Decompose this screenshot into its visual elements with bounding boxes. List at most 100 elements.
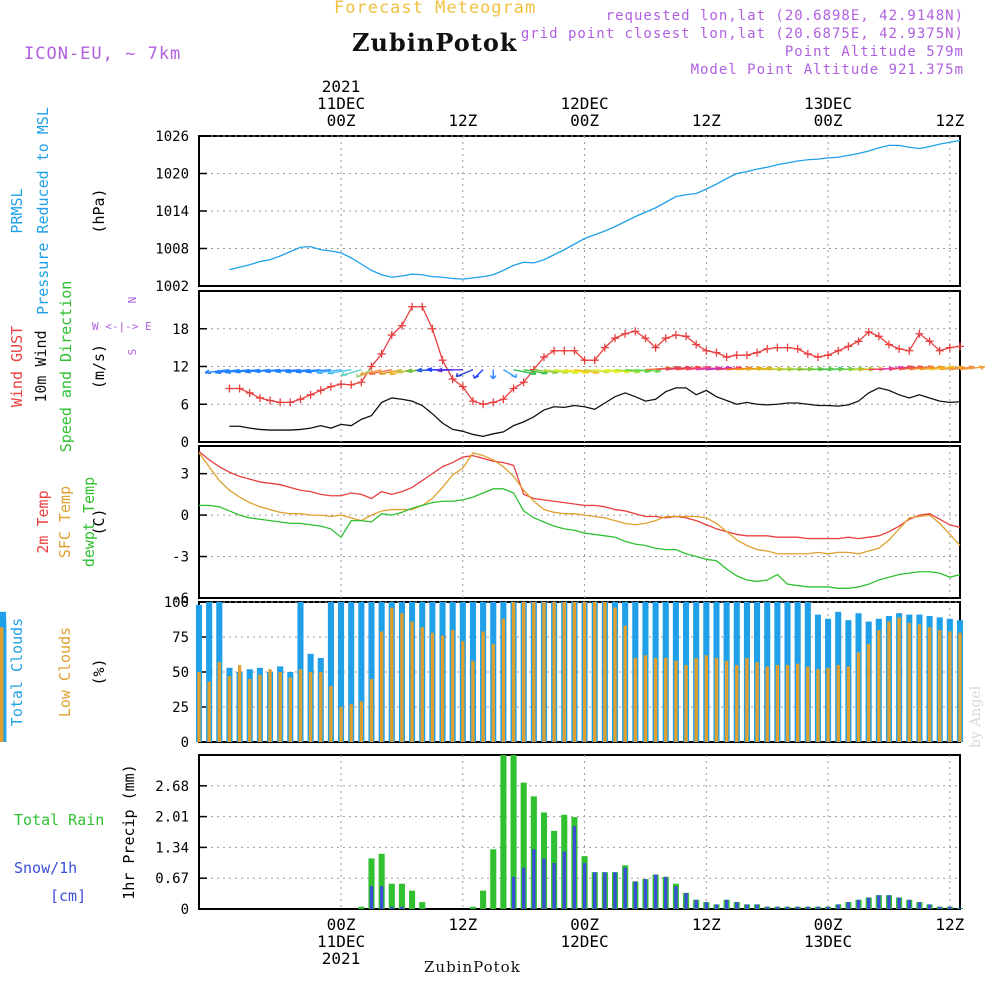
- wind-gust-marker: [235, 384, 244, 393]
- clouds-bar: [237, 665, 242, 742]
- precip-bar: [867, 897, 871, 909]
- clouds-bar: [359, 701, 364, 742]
- chart-subtitle: Forecast Meteogram: [334, 0, 537, 18]
- time-label-top: 13DEC: [804, 94, 852, 113]
- precip-bar: [643, 879, 648, 909]
- wind-gust-marker: [489, 398, 498, 407]
- precip-bar: [572, 826, 577, 909]
- precip-bar: [765, 906, 769, 909]
- wind-direction-arrow: [316, 368, 342, 374]
- precip-bar: [379, 886, 384, 909]
- clouds-bar: [785, 665, 790, 742]
- precip-bar: [877, 895, 881, 909]
- time-label-top: 11DEC: [317, 94, 365, 113]
- wind-gust-marker: [651, 343, 660, 352]
- time-label-bottom: 12Z: [448, 915, 477, 934]
- wind-gust-marker: [915, 329, 924, 338]
- precip-bar: [927, 904, 932, 909]
- precip-ytick-label: 0.67: [155, 871, 189, 887]
- precip-bar: [785, 906, 790, 909]
- pressure-ytick-label: 1026: [155, 129, 189, 145]
- clouds-bar: [461, 641, 465, 742]
- wind-gust-marker: [326, 382, 335, 391]
- wind-ytick-label: 12: [172, 360, 189, 376]
- wind-gust-marker: [590, 356, 599, 365]
- precip-bar: [674, 886, 678, 909]
- precip-bar: [704, 902, 709, 909]
- precip-bar: [897, 897, 901, 909]
- clouds-bar: [217, 662, 221, 742]
- precip-bar: [948, 906, 952, 909]
- precip-bar: [887, 895, 891, 909]
- precip-bar: [745, 904, 749, 909]
- time-label-bottom: 2021: [322, 949, 361, 968]
- wind-gust-marker: [956, 342, 964, 351]
- precip-bar: [653, 874, 658, 909]
- precip-bar: [755, 904, 759, 909]
- clouds-bar: [248, 679, 252, 742]
- precip-bar: [826, 906, 830, 909]
- precip-bar: [522, 867, 526, 909]
- precip-bar: [938, 906, 942, 909]
- time-label-top: 12Z: [935, 111, 964, 130]
- clouds-bar: [327, 602, 334, 742]
- clouds-bar: [613, 607, 617, 742]
- wind-gust-marker: [844, 342, 853, 351]
- clouds-title-line: Total Clouds: [8, 618, 26, 726]
- clouds-bar: [522, 602, 526, 742]
- precip-bar: [532, 849, 536, 909]
- wind-gust-marker: [438, 356, 447, 365]
- wind-gust-marker: [337, 380, 346, 389]
- temperature-title-line: SFC Temp: [56, 486, 74, 558]
- clouds-bar: [714, 658, 719, 742]
- clouds-bar: [319, 672, 323, 742]
- clouds-bar: [623, 625, 627, 742]
- wind-gust-marker: [286, 398, 295, 407]
- precip-bar: [603, 872, 607, 909]
- precip-ytick-label: 1.34: [155, 840, 189, 856]
- wind-title-line: Speed and Direction: [57, 281, 75, 453]
- precip-ytick-label: 0: [181, 902, 189, 918]
- clouds-ytick-label: 50: [172, 665, 189, 681]
- clouds-bar: [816, 669, 820, 742]
- wind-gust-marker: [539, 353, 548, 362]
- precip-title-line: Total Rain: [14, 811, 104, 829]
- clouds-bar: [278, 672, 282, 742]
- wind-ylabel: (m/s): [90, 344, 108, 389]
- clouds-title-line: Low Clouds: [56, 627, 74, 717]
- precip-bar: [511, 876, 516, 909]
- wind-gust-marker: [316, 386, 325, 395]
- wind-gust-marker: [682, 332, 691, 341]
- clouds-bar: [562, 602, 566, 742]
- footer-station: ZubinPotok: [424, 958, 521, 976]
- precip-bar: [684, 892, 688, 909]
- wind-gust-marker: [935, 346, 944, 355]
- wind-ytick-label: 18: [172, 322, 189, 338]
- wind-gust-marker: [834, 346, 843, 355]
- precip-bar: [593, 872, 597, 909]
- compass-south: S: [126, 349, 139, 356]
- wind-gust-marker: [742, 351, 751, 360]
- temperature-ytick-label: 3: [181, 467, 189, 483]
- wind-gust-marker: [905, 346, 914, 355]
- wind-gust-marker: [773, 343, 782, 352]
- wind-gust-marker: [783, 343, 792, 352]
- clouds-bar: [420, 627, 424, 742]
- wind-gust-marker: [276, 398, 285, 407]
- wind-series-line: [229, 387, 961, 438]
- clouds-bar: [542, 602, 546, 742]
- precip-bar: [542, 858, 546, 909]
- precip-bar: [378, 853, 385, 909]
- clouds-bar: [643, 655, 648, 742]
- clouds-bar: [369, 679, 374, 742]
- clouds-bar: [339, 707, 343, 742]
- pressure-title-line: Pressure Reduced to MSL: [34, 107, 52, 315]
- precip-bar: [846, 902, 851, 909]
- precip-bar: [795, 906, 800, 909]
- wind-gust-marker: [387, 331, 396, 340]
- temperature-ytick-label: -6: [172, 591, 189, 607]
- time-label-top: 12Z: [692, 111, 721, 130]
- precip-title-line: Snow/1h: [14, 859, 77, 877]
- clouds-bar: [877, 630, 881, 742]
- clouds-bar: [664, 658, 668, 742]
